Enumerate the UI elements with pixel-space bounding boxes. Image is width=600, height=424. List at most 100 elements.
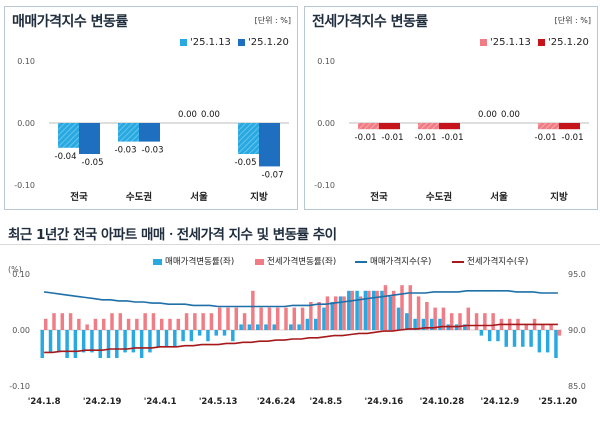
bar <box>557 330 562 336</box>
y-tick-label: 0.10 <box>317 57 335 66</box>
bar <box>496 330 500 342</box>
data-label: 0.00 <box>178 110 197 120</box>
jeonse-change-panel: 전세가격지수 변동률 [단위 : %] '25.1.13 '25.1.20 0.… <box>304 6 598 210</box>
bar <box>317 302 321 330</box>
bar <box>538 123 559 130</box>
legend-swatch <box>255 258 264 265</box>
bar <box>189 330 194 342</box>
bar <box>272 324 276 330</box>
x-tick-label: '24.8.5 <box>309 397 342 407</box>
bar <box>259 123 280 167</box>
bar <box>330 302 334 330</box>
x-tick-label: '24.1.8 <box>28 397 61 407</box>
bar <box>164 330 169 347</box>
bar <box>449 313 454 330</box>
bar <box>297 324 301 330</box>
bar <box>549 324 553 330</box>
bar <box>206 330 210 342</box>
bar <box>234 307 239 330</box>
trend-legend-sale-rate: 매매가격변동률(좌) <box>153 255 234 267</box>
legend-label: '25.1.20 <box>548 37 589 48</box>
bar <box>322 307 326 330</box>
bar <box>139 123 160 142</box>
sale-change-panel: 매매가격지수 변동률 [단위 : %] '25.1.13 '25.1.20 0.… <box>4 6 298 210</box>
legend-swatch <box>480 38 487 46</box>
y-right-tick-label: 85.0 <box>568 382 586 391</box>
bar <box>176 318 181 330</box>
bar <box>201 313 205 330</box>
bar <box>118 123 139 142</box>
x-tick-label: 전국 <box>370 191 388 203</box>
bar <box>350 290 355 330</box>
bar <box>355 290 359 330</box>
bar <box>43 318 48 330</box>
trend-legend-sale-index: 매매가격지수(우) <box>355 255 431 267</box>
legend-swatch <box>355 260 367 263</box>
bar <box>159 318 164 330</box>
x-tick-label: '24.2.19 <box>83 397 122 407</box>
x-tick-label: 전국 <box>70 191 88 203</box>
sale-panel-title: 매매가격지수 변동률 <box>12 14 128 30</box>
bar <box>148 330 152 353</box>
bar <box>342 296 346 330</box>
x-tick-label: '24.6.24 <box>257 397 296 407</box>
bar <box>259 307 263 330</box>
legend-label: 전세가격변동률(좌) <box>267 257 337 267</box>
y-left-tick-label: -0.10 <box>9 382 30 391</box>
data-label: -0.04 <box>55 152 77 162</box>
legend-swatch <box>238 38 245 46</box>
y-tick-label: 0.10 <box>17 57 35 66</box>
bar <box>267 307 272 330</box>
bar <box>512 330 517 347</box>
bar <box>151 313 156 330</box>
bar <box>358 123 379 130</box>
jeonse-change-chart: 0.10 0.00 -0.10 -0.01 -0.01 전국 -0.01 -0.01 수도권 0.… <box>314 57 589 203</box>
bar <box>421 318 426 330</box>
bar <box>131 330 136 353</box>
bar <box>239 324 243 330</box>
x-tick-label: 지방 <box>550 191 568 203</box>
bar <box>418 123 439 130</box>
bar <box>371 290 376 330</box>
trend-legend-jeonse-rate: 전세가격변동률(좌) <box>255 255 336 267</box>
bar <box>338 296 343 330</box>
bar <box>300 307 305 330</box>
sale-legend-item-1: '25.1.13 <box>180 37 231 48</box>
bar <box>504 330 508 347</box>
bar <box>106 330 111 358</box>
bar <box>48 330 53 353</box>
bar <box>537 330 542 353</box>
legend-label: 매매가격지수(우) <box>370 257 432 267</box>
x-tick-label: '24.4.1 <box>144 397 177 407</box>
bar <box>79 123 100 154</box>
bar <box>231 330 235 342</box>
data-label: 0.00 <box>201 110 220 120</box>
bar <box>275 307 280 330</box>
bar <box>524 324 529 330</box>
bar <box>77 318 81 330</box>
bar <box>255 324 260 330</box>
y-right-tick-label: 95.0 <box>568 270 586 279</box>
left-axis-unit: (%) <box>8 265 22 274</box>
data-label: -0.01 <box>355 133 377 143</box>
bar <box>358 296 363 330</box>
bar <box>238 123 259 154</box>
data-label: -0.07 <box>262 170 284 180</box>
bar <box>491 313 495 330</box>
bar <box>438 318 442 330</box>
bar <box>545 330 550 353</box>
bar <box>408 285 413 330</box>
bar <box>413 318 417 330</box>
bar <box>425 302 429 330</box>
bar <box>474 313 479 330</box>
data-label: -0.05 <box>82 158 104 168</box>
bar <box>143 313 147 330</box>
bar <box>309 302 313 330</box>
y-tick-label: -0.10 <box>14 181 35 190</box>
data-label: 0.00 <box>501 110 520 120</box>
bar <box>433 307 437 330</box>
bar <box>554 330 558 358</box>
bar <box>85 324 89 330</box>
y-tick-label: 0.00 <box>17 119 35 128</box>
